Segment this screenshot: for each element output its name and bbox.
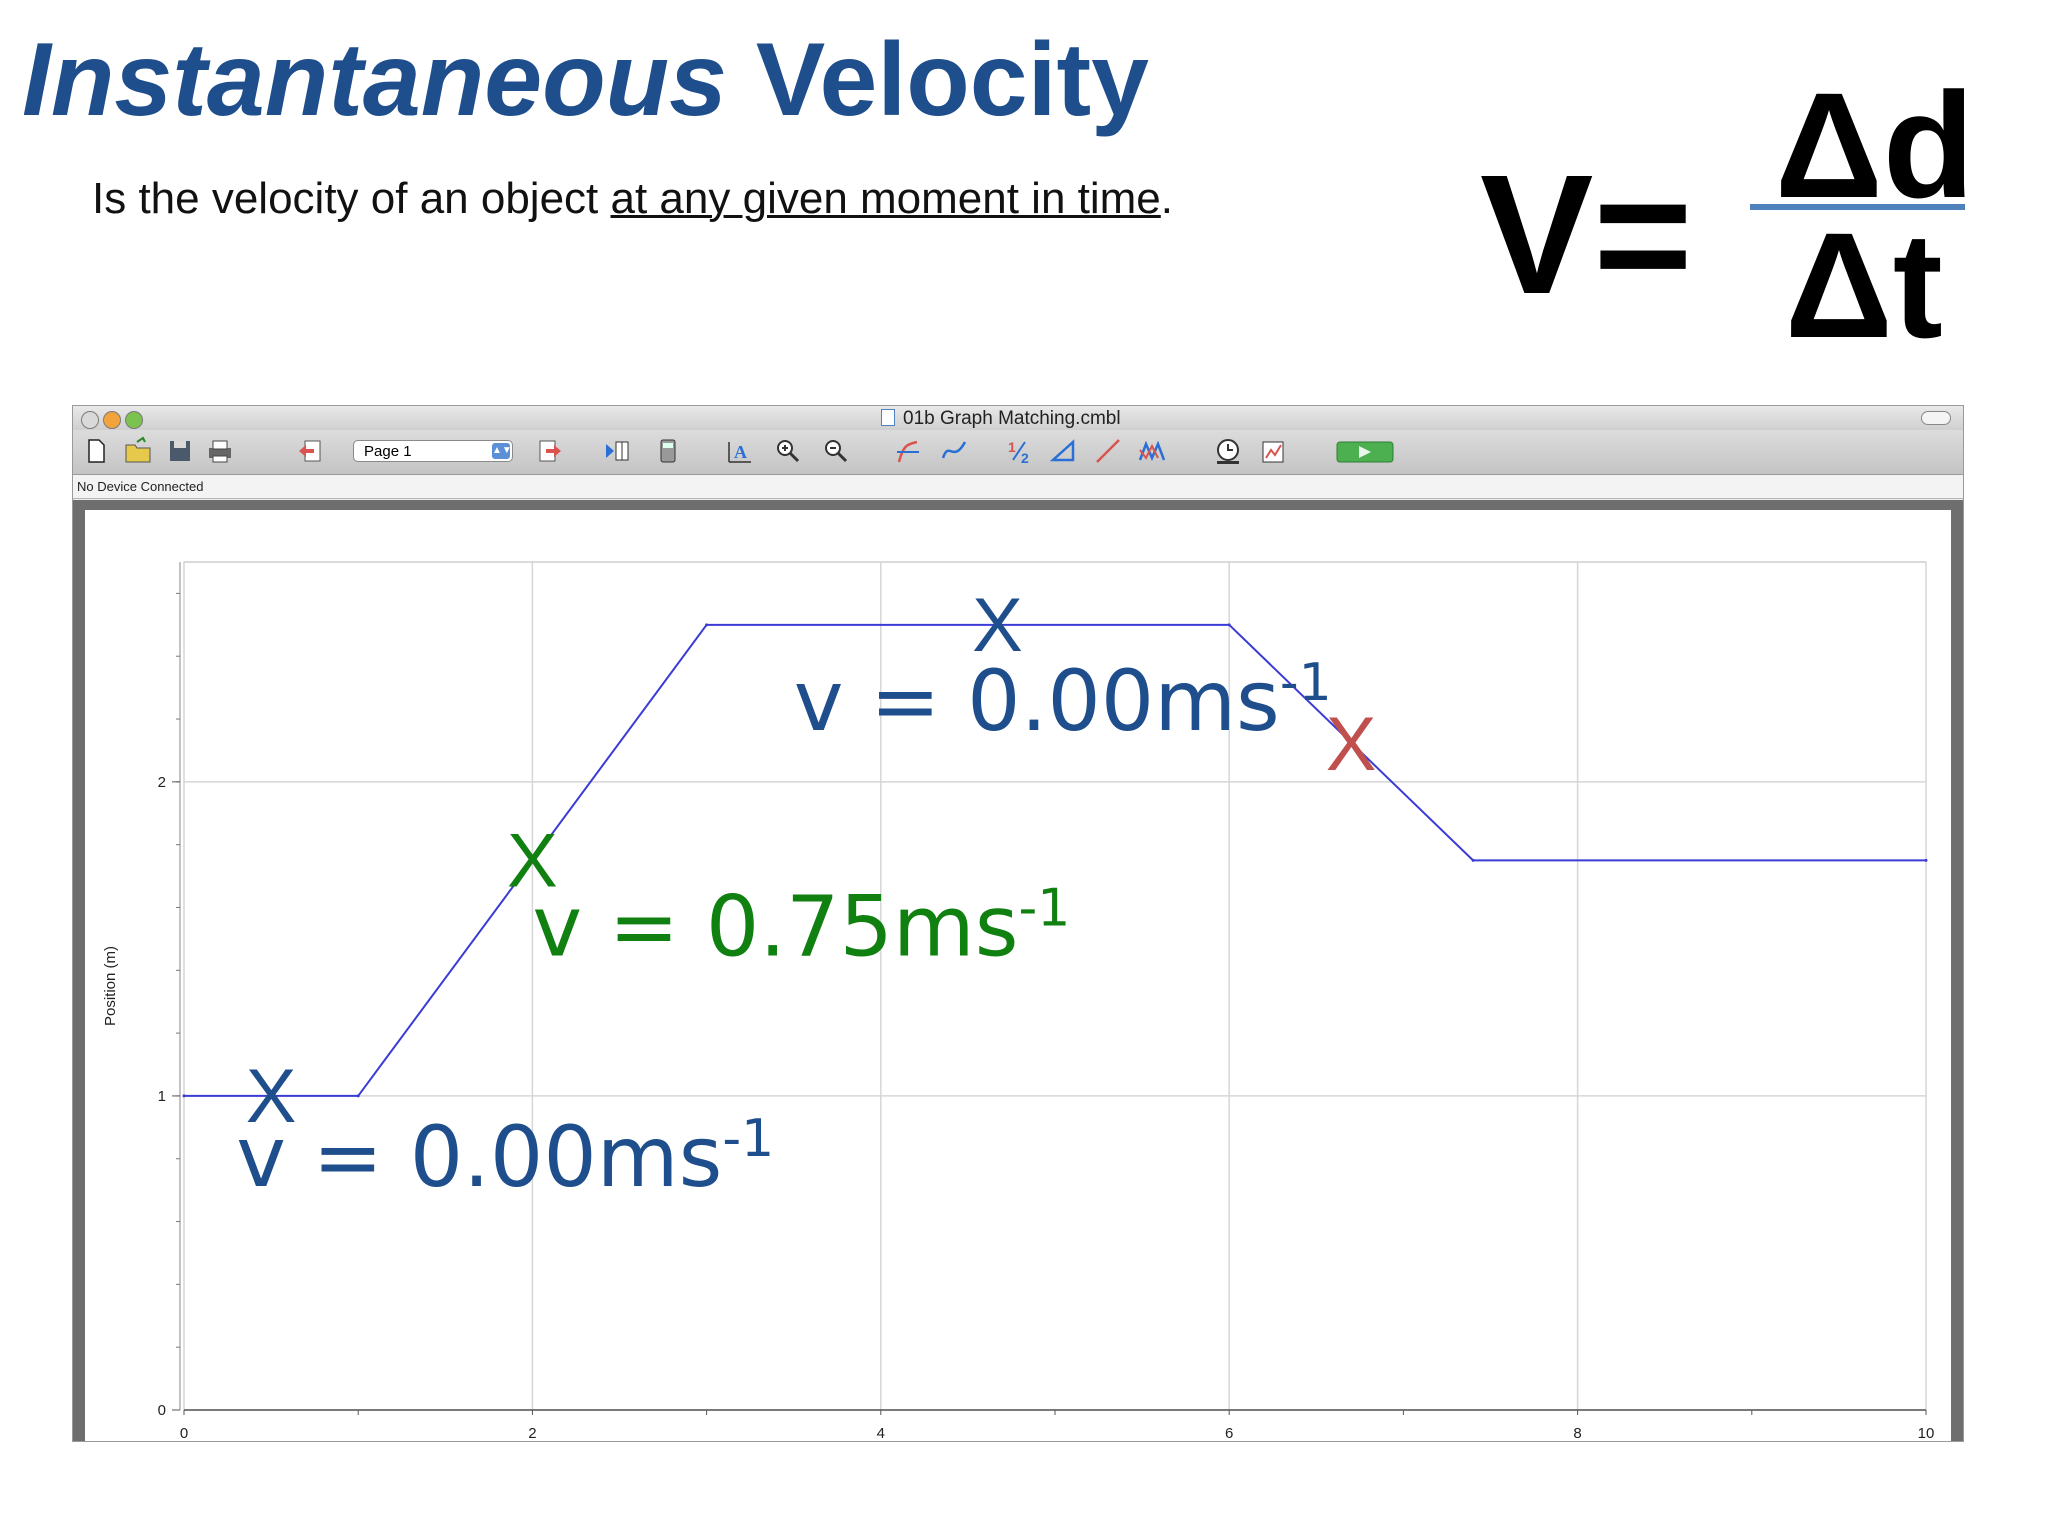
formula-numerator: Δd [1775,61,1975,229]
slope-icon[interactable] [1093,436,1123,466]
annotation-exponent: -1 [722,1109,774,1169]
data-point [705,623,709,627]
tangent-icon[interactable] [893,436,923,466]
point-marker-x: X [246,1054,297,1139]
close-icon[interactable] [81,411,99,429]
x-tick-label: 8 [1573,1425,1581,1441]
x-tick-label: 10 [1918,1425,1935,1441]
minimize-icon[interactable] [103,411,121,429]
slide-title: Instantaneous Velocity [22,18,1149,143]
annotation-exponent: -1 [1019,878,1071,938]
formula-lhs: V= [1480,140,1693,330]
page-select-value: Page 1 [364,443,412,460]
subtitle-underlined: at any given moment in time [610,174,1161,223]
x-tick-label: 0 [180,1425,188,1441]
x-tick-label: 4 [877,1425,885,1441]
integral-icon[interactable]: 12 [1005,436,1035,466]
window-titlebar: 01b Graph Matching.cmbl [73,406,1963,430]
y-tick-label: 0 [158,1402,166,1419]
zoom-out-icon[interactable] [821,436,851,466]
curve-fit-icon[interactable] [939,436,969,466]
annotation-exponent: -1 [1280,653,1332,713]
save-icon[interactable] [165,436,195,466]
zoom-in-icon[interactable] [773,436,803,466]
data-browser-icon[interactable] [603,436,633,466]
svg-text:2: 2 [1021,450,1029,466]
y-tick-label: 2 [158,774,166,791]
x-tick-label: 6 [1225,1425,1233,1441]
svg-text:A: A [734,442,747,462]
data-point [1924,858,1928,862]
data-point [182,1094,186,1098]
point-marker-x: X [972,583,1023,668]
status-bar: No Device Connected [73,475,1963,499]
title-italic: Instantaneous [22,22,727,138]
data-collection-icon[interactable] [1213,436,1243,466]
velocity-annotation: v = 0.75ms-1 [532,877,1070,975]
window-title-text: 01b Graph Matching.cmbl [903,408,1121,429]
status-text: No Device Connected [77,479,204,494]
y-axis-label: Position (m) [102,946,119,1026]
point-marker-x: X [1326,702,1377,787]
new-file-icon[interactable] [81,436,111,466]
autoscale-icon[interactable]: A [725,436,755,466]
plot-area [183,561,1927,1411]
point-marker-x: X [507,818,558,903]
next-page-icon[interactable] [535,436,565,466]
document-icon [881,409,895,426]
statistics-icon[interactable] [1137,436,1167,466]
toolbar-toggle-button[interactable] [1921,411,1951,425]
fraction-bar [1750,204,1965,210]
chevron-updown-icon: ▲▼ [492,443,512,459]
velocity-annotation: v = 0.00ms-1 [236,1108,774,1206]
window-title: 01b Graph Matching.cmbl [881,408,1121,430]
print-icon[interactable] [205,436,235,466]
svg-text:1: 1 [1008,439,1016,455]
subtitle-post: . [1160,174,1174,223]
slide-subtitle: Is the velocity of an object at any give… [92,174,1173,224]
open-folder-icon[interactable] [123,436,153,466]
collect-button[interactable] [1335,436,1395,466]
graph-options-icon[interactable] [1259,436,1289,466]
x-tick-label: 2 [528,1425,536,1441]
velocity-formula: V= Δd Δt [1480,61,2000,360]
calculator-icon[interactable] [653,436,683,466]
linear-fit-icon[interactable] [1049,436,1079,466]
data-series-line [184,623,1926,1097]
formula-denominator: Δt [1785,201,1943,369]
zoom-icon[interactable] [125,411,143,429]
data-point [356,1094,360,1098]
velocity-annotation: v = 0.00ms-1 [794,652,1332,750]
y-tick-label: 1 [158,1088,166,1105]
back-page-icon[interactable] [295,436,325,466]
data-point [1227,623,1231,627]
title-rest: Velocity [755,22,1150,138]
data-point [1471,858,1475,862]
subtitle-pre: Is the velocity of an object [92,174,611,223]
page-select[interactable]: Page 1 ▲▼ [353,440,513,462]
